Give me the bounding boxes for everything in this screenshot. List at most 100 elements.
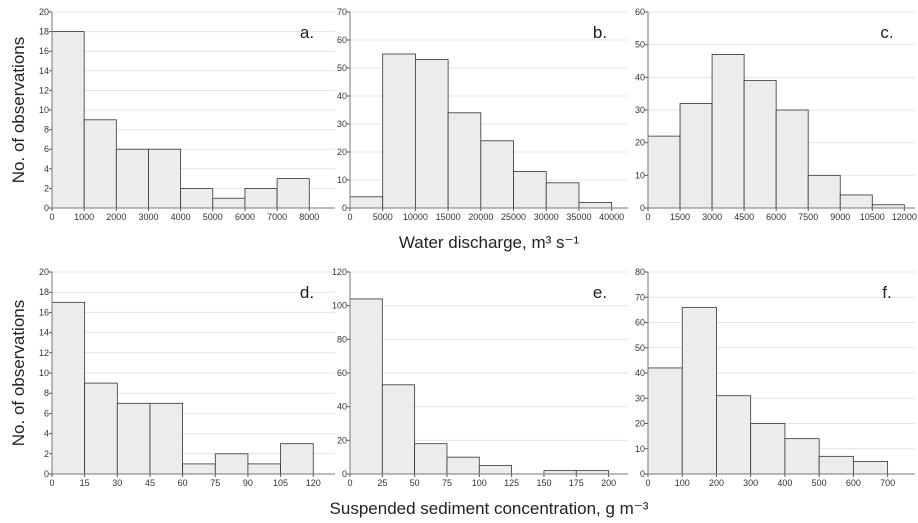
bar: [182, 463, 216, 475]
y-tick-label: 2: [44, 449, 49, 459]
bar: [818, 455, 854, 475]
y-axis-label: No. of observations: [9, 37, 28, 183]
x-tick-label: 3000: [702, 212, 722, 222]
y-tick-label: 8: [44, 388, 49, 398]
bar: [148, 148, 182, 209]
y-tick-label: 2: [44, 183, 49, 193]
bar: [349, 196, 384, 209]
y-tick-label: 80: [635, 267, 645, 277]
x-tick-label: 15000: [436, 212, 461, 222]
x-tick-label: 12000: [892, 212, 917, 222]
bar: [647, 367, 683, 475]
x-tick-label: 0: [347, 212, 352, 222]
bar: [51, 31, 85, 209]
bar: [775, 109, 809, 209]
bar: [180, 187, 214, 209]
x-tick-label: 15: [80, 478, 90, 488]
bar: [578, 201, 613, 209]
x-tick-label: 0: [645, 212, 650, 222]
y-tick-label: 20: [635, 138, 645, 148]
bar: [575, 470, 610, 475]
y-tick-label: 10: [39, 105, 49, 115]
x-tick-label: 200: [601, 478, 616, 488]
bar: [681, 306, 717, 475]
bar: [446, 456, 480, 475]
x-tick-label: 1000: [74, 212, 94, 222]
y-tick-label: 18: [39, 287, 49, 297]
bar: [244, 187, 278, 209]
y-tick-label: 50: [337, 63, 347, 73]
bar: [349, 298, 383, 475]
y-axis-label: No. of observations: [9, 300, 28, 446]
x-tick-label: 100: [675, 478, 690, 488]
panel-label: a.: [300, 23, 314, 42]
y-tick-label: 40: [635, 72, 645, 82]
x-tick-label: 0: [49, 478, 54, 488]
x-tick-label: 30: [112, 478, 122, 488]
x-tick-label: 200: [709, 478, 724, 488]
x-tick-label: 5000: [373, 212, 393, 222]
y-tick-label: 4: [44, 164, 49, 174]
x-tick-label: 60: [178, 478, 188, 488]
bar: [513, 171, 547, 209]
y-tick-label: 30: [635, 105, 645, 115]
x-tick-label: 4500: [734, 212, 754, 222]
x-tick-label: 400: [777, 478, 792, 488]
y-tick-label: 4: [44, 429, 49, 439]
y-tick-label: 70: [635, 292, 645, 302]
y-tick-label: 0: [342, 203, 347, 213]
x-tick-label: 6000: [235, 212, 255, 222]
x-tick-label: 75: [442, 478, 452, 488]
y-tick-label: 0: [640, 203, 645, 213]
x-tick-label: 6000: [766, 212, 786, 222]
y-tick-label: 20: [635, 419, 645, 429]
x-tick-label: 10500: [860, 212, 885, 222]
y-tick-label: 6: [44, 408, 49, 418]
bar: [414, 443, 448, 475]
x-tick-label: 9000: [830, 212, 850, 222]
y-tick-label: 20: [337, 147, 347, 157]
bar: [116, 402, 151, 475]
bar: [447, 112, 482, 209]
x-tick-label: 150: [536, 478, 551, 488]
y-tick-label: 16: [39, 46, 49, 56]
bar: [839, 194, 873, 209]
y-tick-label: 10: [337, 175, 347, 185]
bar: [543, 470, 577, 475]
panel-label: c.: [880, 23, 893, 42]
y-tick-label: 0: [640, 469, 645, 479]
x-tick-label: 120: [306, 478, 321, 488]
y-tick-label: 12: [39, 85, 49, 95]
x-tick-label: 500: [812, 478, 827, 488]
y-tick-label: 10: [39, 368, 49, 378]
panel-label: e.: [593, 283, 607, 302]
bar: [743, 80, 777, 209]
bar: [852, 460, 889, 475]
panel-label: b.: [593, 23, 607, 42]
x-tick-label: 7500: [798, 212, 818, 222]
panel-label: f.: [882, 283, 891, 302]
x-tick-label: 25000: [501, 212, 526, 222]
x-tick-label: 75: [210, 478, 220, 488]
bar: [115, 148, 149, 209]
y-tick-label: 50: [635, 343, 645, 353]
x-tick-label: 25: [377, 478, 387, 488]
x-tick-label: 175: [569, 478, 584, 488]
y-tick-label: 0: [44, 469, 49, 479]
x-tick-label: 700: [880, 478, 895, 488]
bar: [807, 174, 841, 209]
y-tick-label: 6: [44, 144, 49, 154]
x-tick-label: 1500: [670, 212, 690, 222]
bar: [750, 423, 786, 475]
x-tick-label: 45: [145, 478, 155, 488]
bar: [381, 384, 416, 475]
y-tick-label: 60: [337, 368, 347, 378]
x-tick-label: 30000: [534, 212, 559, 222]
y-tick-label: 100: [332, 301, 347, 311]
y-tick-label: 30: [337, 119, 347, 129]
bar: [647, 135, 681, 209]
bar: [212, 197, 246, 209]
y-tick-label: 16: [39, 307, 49, 317]
y-tick-label: 20: [39, 267, 49, 277]
x-tick-label: 50: [410, 478, 420, 488]
